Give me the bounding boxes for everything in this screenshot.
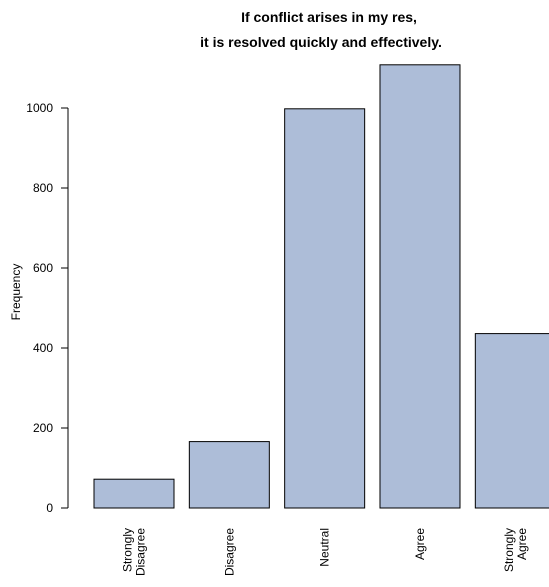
x-tick-label: StronglyAgree bbox=[502, 528, 529, 572]
bar bbox=[188, 441, 270, 509]
bar bbox=[474, 333, 549, 509]
chart-title-line-2: it is resolved quickly and effectively. bbox=[200, 34, 442, 50]
y-tick-label: 800 bbox=[33, 181, 53, 195]
x-tick-label: StronglyDisagree bbox=[121, 528, 148, 576]
bar bbox=[284, 108, 366, 509]
bars bbox=[93, 64, 549, 509]
bar bbox=[93, 478, 175, 509]
y-tick-label: 400 bbox=[33, 341, 53, 355]
x-tick-label: Disagree bbox=[222, 528, 236, 576]
y-tick-label: 1000 bbox=[26, 101, 53, 115]
y-axis-label: Frequency bbox=[9, 264, 23, 321]
x-tick-label: Neutral bbox=[318, 528, 332, 567]
x-axis-labels: StronglyDisagree Disagree Neutral Agree Stro… bbox=[121, 528, 529, 576]
y-tick-label: 0 bbox=[46, 501, 53, 515]
y-tick-label: 600 bbox=[33, 261, 53, 275]
y-tick-label: 200 bbox=[33, 421, 53, 435]
bar bbox=[379, 64, 461, 509]
y-axis: 0 200 400 600 800 1000 bbox=[26, 101, 69, 515]
chart-title-line-1: If conflict arises in my res, bbox=[241, 9, 417, 25]
x-tick-label: Agree bbox=[413, 528, 427, 560]
